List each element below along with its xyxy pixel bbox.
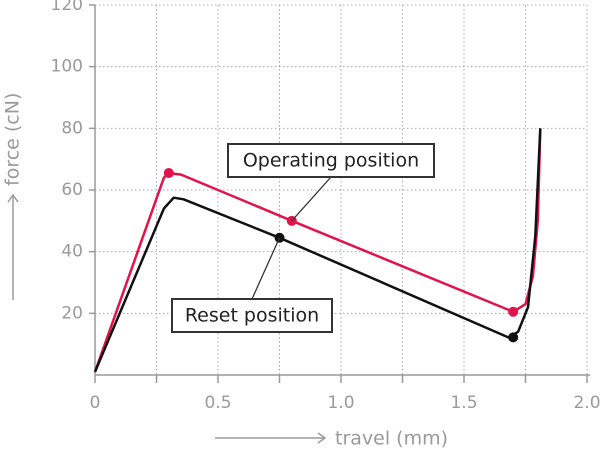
- marker: [508, 306, 519, 317]
- leader-line: [251, 237, 281, 300]
- y-tick-label: 100: [51, 57, 83, 77]
- annotation: Operating position: [243, 150, 419, 172]
- marker: [508, 332, 519, 343]
- x-tick-label: 0.5: [204, 393, 231, 413]
- axis-arrows: [7, 193, 327, 444]
- grid: [89, 4, 588, 383]
- x-axis-title: travel (mm): [335, 428, 448, 450]
- annotation: Reset position: [185, 305, 319, 327]
- y-tick-label: 20: [61, 303, 83, 323]
- line-series: [93, 128, 542, 373]
- x-tick-label: 1.5: [450, 393, 477, 413]
- y-axis-title: force (cN): [2, 93, 24, 186]
- x-tick-label: 1.0: [327, 393, 354, 413]
- annotations: Operating position Reset position: [171, 143, 435, 333]
- y-tick-label: 80: [61, 118, 83, 138]
- y-tick-label: 40: [61, 242, 83, 262]
- marker: [163, 168, 174, 179]
- x-tick-label: 0: [90, 393, 101, 413]
- leader-line: [291, 176, 332, 222]
- y-tick-label: 60: [61, 180, 83, 200]
- annotation-box: [227, 143, 435, 178]
- x-tick-label: 2.0: [573, 393, 600, 413]
- y-tick-label: 120: [51, 0, 83, 15]
- annotation-box: [171, 298, 333, 333]
